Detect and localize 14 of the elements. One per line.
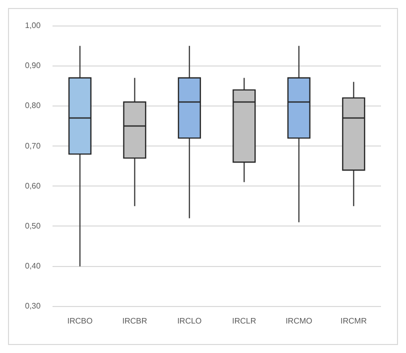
x-tick-label: IRCBO bbox=[67, 316, 93, 326]
x-tick-label: IRCMO bbox=[286, 316, 312, 326]
x-tick-label: IRCLO bbox=[177, 316, 202, 326]
x-tick-label: IRCMR bbox=[340, 316, 367, 326]
y-tick-label: 0,90 bbox=[24, 61, 42, 70]
y-tick-label: 0,40 bbox=[24, 262, 42, 271]
y-tick-label: 0,70 bbox=[24, 141, 42, 150]
y-tick-label: 0,50 bbox=[24, 221, 42, 230]
y-tick-label: 0,60 bbox=[24, 181, 42, 190]
y-tick-label: 0,30 bbox=[24, 302, 42, 311]
x-tick-label: IRCLR bbox=[232, 316, 256, 326]
y-tick-label: 0,80 bbox=[24, 101, 42, 110]
y-tick-label: 1,00 bbox=[24, 21, 42, 30]
x-tick-label: IRCBR bbox=[122, 316, 148, 326]
